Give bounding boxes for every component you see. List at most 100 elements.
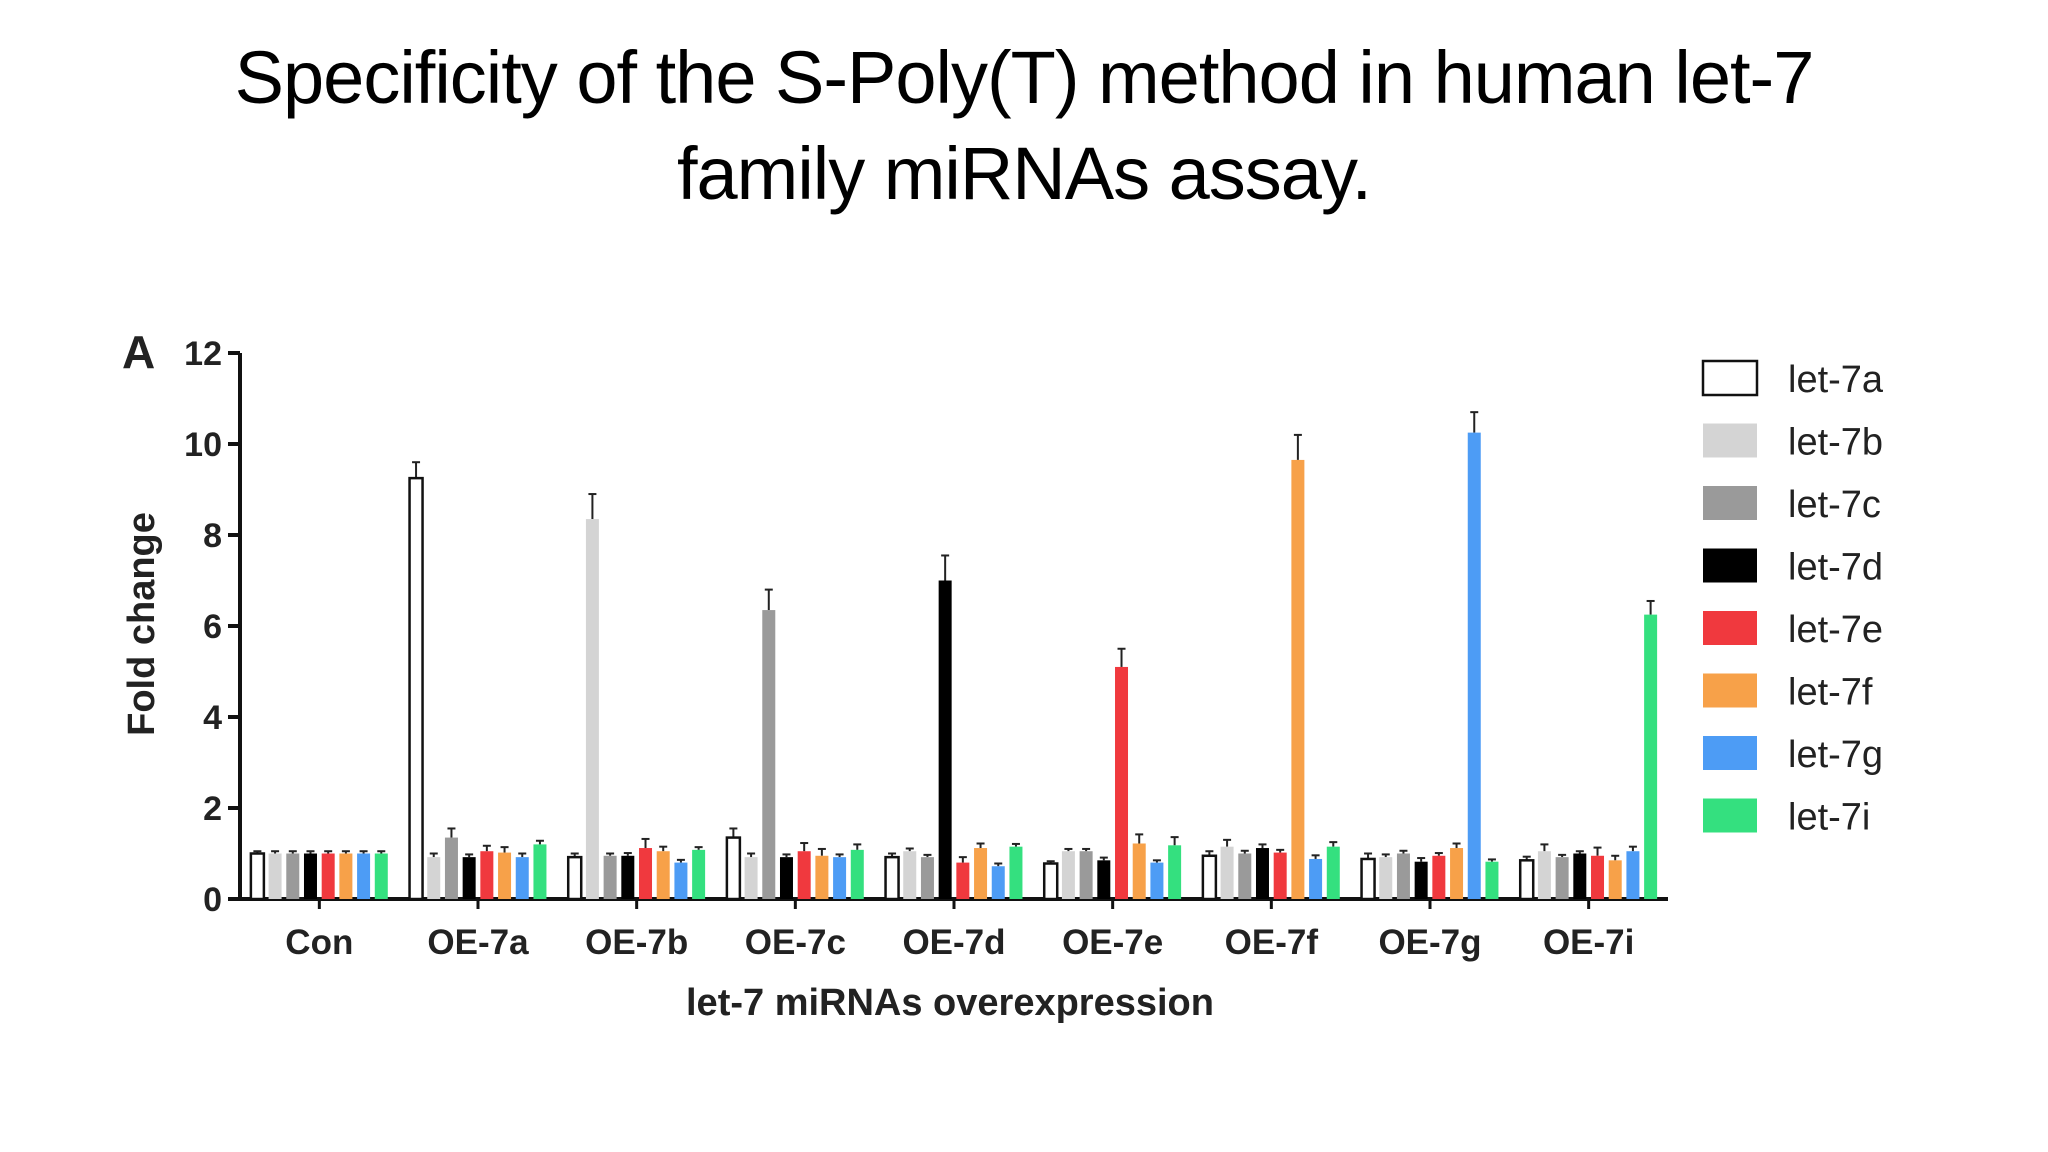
bar-let-7b (903, 851, 917, 899)
bar-let-7e (639, 848, 653, 899)
y-axis-title: Fold change (121, 512, 163, 736)
legend-label: let-7i (1788, 797, 1870, 839)
bar-let-7i (1644, 614, 1658, 899)
bar-let-7e (797, 851, 811, 899)
bar-let-7e (1591, 855, 1605, 899)
legend-swatch (1703, 486, 1757, 520)
bar-let-7f (1132, 843, 1146, 899)
x-tick-label: OE-7g (1378, 923, 1481, 962)
bar-let-7i (1009, 846, 1023, 899)
legend-label: let-7g (1788, 734, 1883, 776)
x-tick-label: Con (285, 923, 353, 962)
slide-title: Specificity of the S-Poly(T) method in h… (124, 30, 1924, 222)
bar-let-7i (1168, 845, 1182, 899)
bar-let-7g (515, 857, 529, 899)
slide-title-line-1: Specificity of the S-Poly(T) method in h… (234, 36, 1815, 119)
x-tick-label: OE-7i (1543, 923, 1634, 962)
bar-let-7c (762, 610, 776, 899)
bar-let-7g (1467, 432, 1481, 899)
bar-let-7g (833, 857, 847, 899)
bar-let-7e (321, 853, 335, 899)
plot-area: 0 2 4 6 8 10 12 Con OE-7a OE-7b OE-7c OE-7d OE-7e OE-… (184, 335, 1668, 962)
bar-let-7c (1555, 857, 1569, 899)
x-tick-label: OE-7d (902, 923, 1005, 962)
bar-let-7f (498, 852, 512, 899)
legend-swatch (1703, 611, 1757, 645)
bar-let-7g (1150, 862, 1164, 899)
y-tick-label: 0 (203, 881, 222, 919)
bar-let-7c (286, 853, 300, 899)
bar-let-7c (1238, 853, 1252, 899)
bar-let-7d (938, 580, 952, 899)
legend-label: let-7c (1788, 484, 1881, 526)
bar-let-7e (1273, 852, 1287, 899)
bar-let-7d (1573, 853, 1587, 899)
bar-let-7f (1450, 848, 1464, 899)
legend-swatch (1703, 736, 1757, 770)
bar-let-7a (1518, 859, 1535, 901)
bar-let-7c (920, 857, 934, 899)
bar-let-7i (374, 853, 388, 899)
bar-let-7i (1485, 861, 1499, 899)
bar-let-7b (427, 857, 441, 899)
bar-let-7e (1432, 855, 1446, 899)
bar-let-7f (815, 855, 829, 899)
y-tick-label: 2 (203, 790, 222, 828)
bar-let-7c (1396, 853, 1410, 899)
bar-let-7a (1201, 854, 1218, 901)
legend-label: let-7b (1788, 422, 1883, 464)
bar-let-7f (1291, 459, 1305, 899)
bar-let-7d (779, 857, 793, 899)
bar-let-7d (1097, 860, 1111, 899)
x-tick-label: OE-7f (1225, 923, 1319, 962)
bar-let-7a (1042, 862, 1059, 901)
bar-let-7a (884, 855, 900, 901)
bar-let-7a (249, 852, 266, 901)
bar-let-7c (603, 855, 617, 899)
legend-swatch (1703, 673, 1757, 708)
y-tick-label: 4 (203, 699, 222, 737)
bar-let-7b (585, 519, 599, 899)
legend-swatch (1703, 423, 1757, 458)
bar-let-7d (303, 853, 317, 899)
bar-let-7f (1608, 860, 1622, 899)
legend-swatch (1703, 798, 1757, 833)
bar-let-7i (533, 844, 547, 899)
bar-let-7f (974, 848, 988, 899)
bar-let-7g (674, 862, 688, 899)
legend-label: let-7a (1788, 359, 1884, 401)
bar-let-7d (1255, 848, 1269, 899)
legend: let-7a let-7b let-7c let-7d let-7e let-7f let-… (1701, 359, 1884, 839)
bar-let-7c (444, 837, 458, 899)
bar-let-7i (692, 849, 706, 899)
bar-let-7b (1379, 857, 1393, 899)
bar-let-7f (339, 853, 353, 899)
bar-let-7g (991, 866, 1005, 899)
bar-let-7b (1061, 851, 1075, 899)
bar-let-7a (566, 855, 583, 901)
y-tick-label: 10 (184, 426, 222, 464)
slide-title-line-2: family miRNAs assay. (676, 132, 1372, 215)
y-tick-label: 12 (184, 335, 222, 373)
bar-let-7c (1079, 851, 1093, 899)
bar-let-7b (268, 853, 282, 899)
legend-label: let-7d (1788, 547, 1883, 589)
y-tick-label: 8 (203, 517, 222, 555)
bar-let-7e (956, 862, 970, 899)
legend-swatch (1703, 548, 1757, 583)
bar-let-7a (408, 476, 424, 901)
bar-let-7d (621, 855, 635, 899)
bar-let-7i (850, 849, 864, 899)
bar-let-7d (462, 857, 476, 899)
x-tick-label: OE-7a (427, 923, 529, 962)
bar-let-7g (1309, 858, 1323, 899)
bar-let-7d (1414, 861, 1428, 899)
bar-let-7a (725, 836, 742, 901)
bar-let-7f (656, 851, 670, 899)
bar-let-7a (1360, 857, 1376, 901)
bar-let-7b (744, 857, 758, 899)
bar-let-7g (1626, 851, 1640, 899)
y-tick-label: 6 (203, 608, 222, 646)
bar-let-7e (480, 851, 494, 899)
